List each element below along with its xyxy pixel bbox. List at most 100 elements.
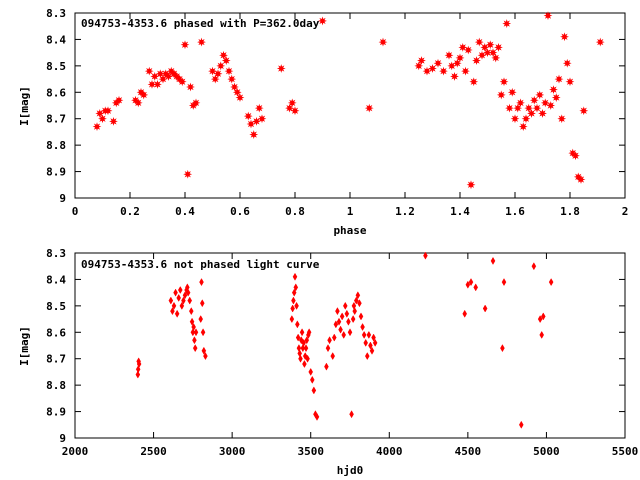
unphased-data-point xyxy=(344,309,350,318)
phased-data-point xyxy=(516,98,525,108)
phased-data-point xyxy=(219,50,228,60)
unphased-data-point xyxy=(537,315,543,324)
unphased-x-ticks: 2000 2500 3000 3500 4000 4500 5000 5500 xyxy=(62,253,638,458)
unphased-data-point xyxy=(371,333,376,342)
phased-y-ticks: 8.3 8.4 8.5 8.6 8.7 8.8 8.9 9 xyxy=(46,7,625,205)
unphased-data-point xyxy=(330,352,336,361)
phased-data-point xyxy=(529,95,539,105)
unphased-y-tick-label: 8.5 xyxy=(46,300,66,313)
unphased-data-point xyxy=(182,291,188,300)
phased-x-tick-label: 0.2 xyxy=(120,205,140,218)
unphased-x-tick-label: 3000 xyxy=(219,445,246,458)
phased-data-points xyxy=(92,11,605,190)
unphased-data-point xyxy=(136,359,142,369)
phased-data-point xyxy=(216,61,226,71)
phased-data-point xyxy=(463,45,473,55)
phased-data-point xyxy=(364,103,374,113)
unphased-data-point xyxy=(501,278,507,287)
unphased-y-tick-label: 8.8 xyxy=(46,379,66,392)
unphased-data-point xyxy=(338,325,343,334)
phased-data-point xyxy=(208,66,217,76)
phased-data-point xyxy=(477,50,487,60)
unphased-data-point xyxy=(302,359,307,369)
phased-x-tick-label: 2 xyxy=(622,205,629,218)
unphased-data-point xyxy=(170,307,175,316)
phased-data-point xyxy=(472,56,481,65)
phased-y-tick-label: 8.3 xyxy=(46,7,66,20)
phased-data-point xyxy=(565,77,575,87)
phased-data-point xyxy=(378,37,388,47)
unphased-data-point xyxy=(357,299,362,308)
unphased-data-point xyxy=(548,278,554,287)
phased-y-tick-label: 8.6 xyxy=(46,86,66,99)
unphased-data-point xyxy=(198,315,204,324)
phased-chart-panel: 094753-4353.6 phased with P=362.0day pha… xyxy=(18,7,628,237)
phased-y-tick-label: 8.9 xyxy=(46,166,66,179)
phased-data-point xyxy=(571,151,580,161)
phased-data-point xyxy=(153,79,162,89)
phased-data-point xyxy=(521,114,531,124)
phased-y-tick-label: 8.7 xyxy=(46,113,66,126)
unphased-data-point xyxy=(327,336,332,345)
phased-data-point xyxy=(227,74,237,84)
phased-data-point xyxy=(483,48,492,58)
phased-x-tick-label: 1.2 xyxy=(395,205,415,218)
unphased-data-point xyxy=(355,291,361,300)
phased-x-tick-label: 1.6 xyxy=(505,205,525,218)
unphased-data-point xyxy=(342,301,348,310)
phased-data-point xyxy=(494,42,503,52)
phased-y-axis-label: I[mag] xyxy=(18,86,31,126)
unphased-y-tick-label: 8.7 xyxy=(46,353,66,366)
phased-data-point xyxy=(139,90,149,100)
unphased-data-point xyxy=(174,309,180,318)
unphased-data-point xyxy=(369,346,375,355)
phased-data-point xyxy=(252,116,261,126)
phased-data-point xyxy=(538,109,547,118)
unphased-data-point xyxy=(191,322,196,332)
unphased-data-point xyxy=(294,301,299,310)
phased-data-point xyxy=(551,93,561,102)
unphased-data-point xyxy=(301,338,306,347)
phased-data-point xyxy=(92,122,102,132)
unphased-chart-panel: 094753-4353.6 not phased light curve hjd… xyxy=(18,247,638,477)
phased-data-point xyxy=(177,77,187,87)
phased-data-point xyxy=(576,175,586,184)
phased-data-point xyxy=(133,98,143,108)
phased-data-point xyxy=(499,77,509,87)
phased-data-point xyxy=(527,109,536,118)
phased-data-point xyxy=(543,11,553,21)
phased-data-point xyxy=(554,74,564,84)
phased-data-point xyxy=(540,98,550,108)
phased-data-point xyxy=(318,16,327,26)
phased-data-point xyxy=(562,58,572,68)
phased-data-point xyxy=(488,48,498,58)
phased-data-point xyxy=(287,98,297,108)
phased-data-point xyxy=(510,114,520,124)
unphased-data-point xyxy=(199,278,204,287)
unphased-data-point xyxy=(203,352,208,361)
unphased-y-tick-label: 9 xyxy=(59,432,66,445)
phased-data-point xyxy=(560,32,569,42)
phased-data-point xyxy=(505,103,514,113)
unphased-y-ticks: 8.3 8.4 8.5 8.6 8.7 8.8 8.9 9 xyxy=(46,247,625,445)
unphased-data-point xyxy=(179,301,185,310)
phased-data-point xyxy=(502,19,512,28)
phased-data-point xyxy=(557,114,567,124)
phased-data-point xyxy=(414,61,424,71)
phased-data-point xyxy=(452,58,462,68)
unphased-data-point xyxy=(168,296,174,305)
phased-data-point xyxy=(144,66,154,76)
unphased-data-point xyxy=(176,293,182,302)
unphased-x-tick-label: 3500 xyxy=(297,445,324,458)
phased-data-point xyxy=(257,114,267,124)
unphased-data-point xyxy=(366,330,372,339)
phased-x-tick-label: 0.4 xyxy=(175,205,195,218)
unphased-data-point xyxy=(311,386,317,395)
unphased-y-tick-label: 8.6 xyxy=(46,326,66,339)
unphased-data-point xyxy=(299,328,305,337)
phased-data-point xyxy=(186,82,195,92)
unphased-data-point xyxy=(200,328,206,337)
phased-data-point xyxy=(474,37,484,47)
unphased-data-point xyxy=(199,299,205,308)
unphased-data-point xyxy=(290,304,295,313)
